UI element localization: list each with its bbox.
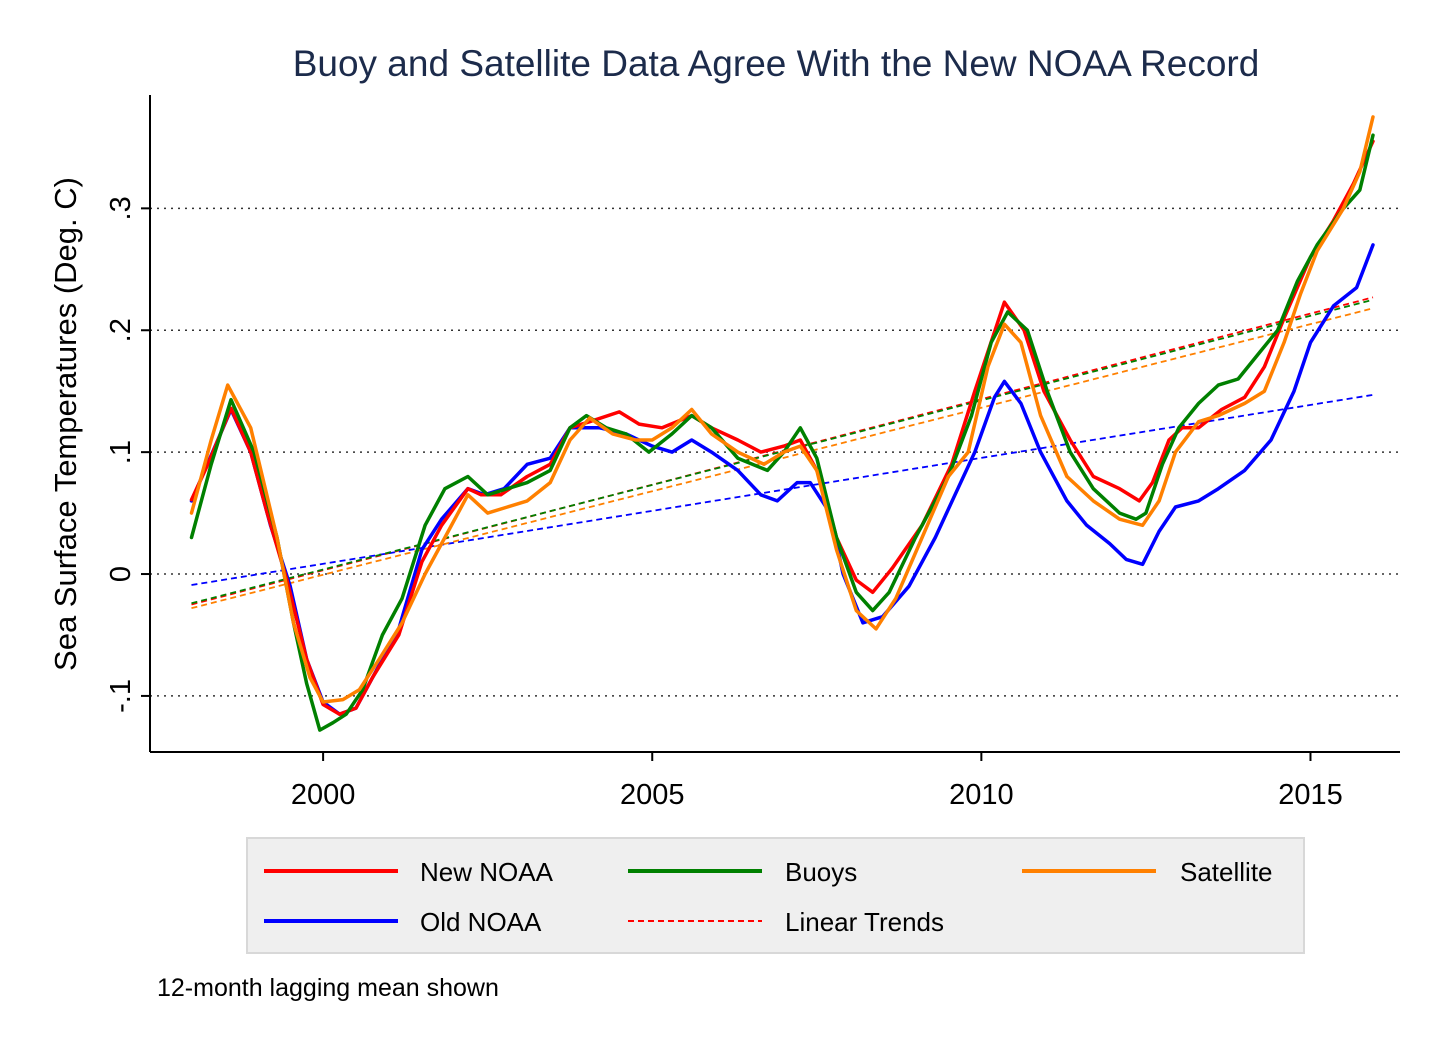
chart-note: 12-month lagging mean shown — [157, 974, 499, 1002]
y-axis-label: Sea Surface Temperatures (Deg. C) — [48, 177, 83, 671]
trend-line-buoys — [191, 298, 1374, 605]
x-tick-label: 2005 — [620, 779, 685, 811]
legend: New NOAA Buoys Satellite Old NOAA Linear… — [246, 837, 1305, 954]
y-tick-label: .3 — [105, 196, 137, 220]
series-line-buoys — [189, 133, 1375, 732]
x-tick-label: 2015 — [1278, 779, 1343, 811]
legend-label-buoys: Buoys — [785, 857, 857, 887]
x-tick-label: 2000 — [291, 779, 356, 811]
legend-label-new-noaa: New NOAA — [420, 857, 554, 887]
y-tick-label: .2 — [105, 318, 137, 342]
series-line-satellite — [189, 115, 1375, 704]
chart-title: Buoy and Satellite Data Agree With the N… — [293, 43, 1260, 84]
trend-lines — [191, 296, 1374, 610]
y-tick-label: .1 — [105, 440, 137, 464]
legend-label-old-noaa: Old NOAA — [420, 907, 542, 937]
y-tick-label: 0 — [105, 566, 137, 582]
y-tick-label: -.1 — [105, 679, 137, 713]
series-lines — [189, 115, 1375, 732]
trend-line-satellite — [191, 307, 1374, 610]
series-line-old-noaa — [189, 243, 1375, 716]
x-ticks: 2000 2005 2010 2015 — [291, 752, 1343, 811]
legend-label-linear-trends: Linear Trends — [785, 907, 944, 937]
x-tick-label: 2010 — [949, 779, 1014, 811]
y-ticks: -.1 0 .1 .2 .3 — [105, 196, 150, 713]
legend-label-satellite: Satellite — [1180, 857, 1273, 887]
legend-box — [246, 837, 1305, 954]
